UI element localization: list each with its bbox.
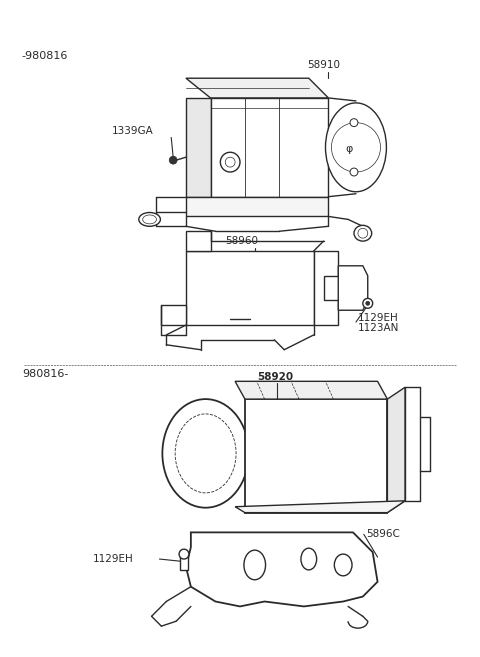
Polygon shape <box>186 78 328 98</box>
Ellipse shape <box>143 215 156 224</box>
Circle shape <box>179 549 189 559</box>
Polygon shape <box>180 554 188 570</box>
Polygon shape <box>186 98 211 196</box>
Polygon shape <box>186 231 211 251</box>
Text: 5896C: 5896C <box>366 530 400 539</box>
Circle shape <box>366 302 370 306</box>
Ellipse shape <box>335 554 352 576</box>
Circle shape <box>169 156 177 164</box>
Text: 1123AN: 1123AN <box>358 323 399 333</box>
Text: φ: φ <box>345 145 352 154</box>
Circle shape <box>350 119 358 127</box>
Text: 980816-: 980816- <box>22 369 68 379</box>
Circle shape <box>363 298 372 308</box>
Ellipse shape <box>301 548 317 570</box>
Ellipse shape <box>354 225 372 241</box>
Text: 58960: 58960 <box>225 236 258 246</box>
Ellipse shape <box>139 212 160 226</box>
Text: 1129EH: 1129EH <box>93 554 133 564</box>
Ellipse shape <box>325 103 386 192</box>
Polygon shape <box>211 98 328 196</box>
Polygon shape <box>186 196 328 216</box>
Ellipse shape <box>244 550 265 579</box>
Ellipse shape <box>162 399 249 508</box>
Circle shape <box>225 157 235 167</box>
Ellipse shape <box>358 228 368 238</box>
Polygon shape <box>235 381 387 399</box>
Circle shape <box>331 123 381 172</box>
Polygon shape <box>186 532 378 606</box>
Polygon shape <box>245 399 387 512</box>
Polygon shape <box>186 251 314 325</box>
Text: 1339GA: 1339GA <box>112 125 154 135</box>
Polygon shape <box>387 387 405 512</box>
Circle shape <box>220 152 240 172</box>
Polygon shape <box>338 266 368 310</box>
Text: 58920: 58920 <box>258 373 294 382</box>
Text: 58910: 58910 <box>307 60 340 70</box>
Polygon shape <box>314 251 338 325</box>
Text: 1129EH: 1129EH <box>358 313 399 323</box>
Polygon shape <box>161 306 186 325</box>
Text: -980816: -980816 <box>22 51 68 60</box>
Ellipse shape <box>175 414 236 493</box>
Circle shape <box>350 168 358 176</box>
Polygon shape <box>235 501 405 512</box>
